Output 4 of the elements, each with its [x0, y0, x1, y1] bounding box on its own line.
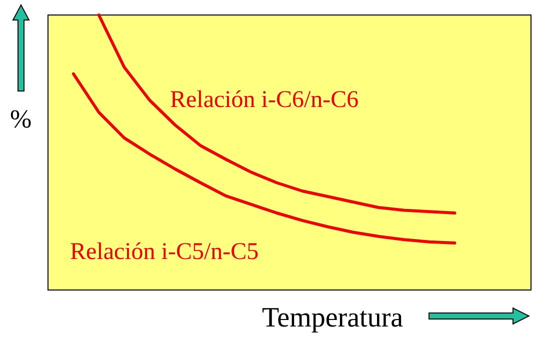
- y-axis-title: %: [10, 104, 32, 134]
- series-label: Relación i-C5/n-C5: [70, 239, 259, 265]
- x-axis-title: Temperatura: [262, 302, 404, 334]
- series-label: Relación i-C6/n-C6: [170, 87, 359, 113]
